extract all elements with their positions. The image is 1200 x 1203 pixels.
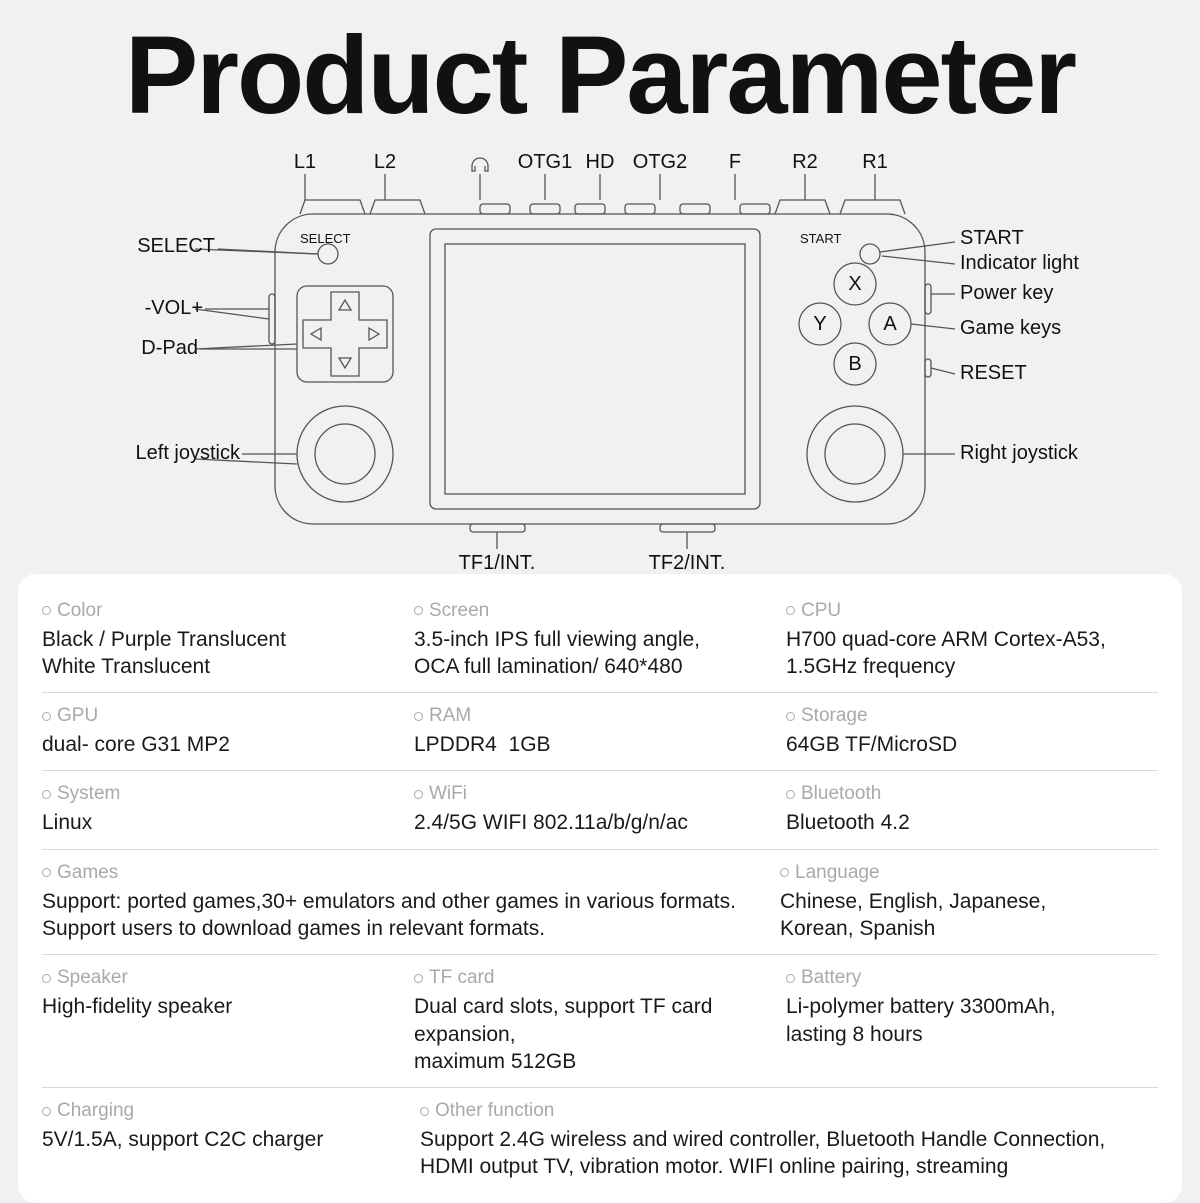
spec-value: Linux (42, 809, 396, 836)
spec-label: Bluetooth (786, 783, 1140, 805)
spec-cell: Screen 3.5-inch IPS full viewing angle,OC… (414, 600, 786, 681)
spec-cell: Speaker High-fidelity speaker (42, 967, 414, 1075)
svg-text:A: A (883, 313, 897, 335)
spec-cell: Games Support: ported games,30+ emulators… (42, 862, 780, 943)
svg-text:OTG1: OTG1 (518, 151, 572, 173)
svg-text:Left joystick: Left joystick (136, 442, 241, 464)
svg-text:SELECT: SELECT (137, 235, 215, 257)
spec-value: H700 quad-core ARM Cortex-A53,1.5GHz fre… (786, 626, 1140, 681)
spec-cell: TF card Dual card slots, support TF card … (414, 967, 786, 1075)
spec-row: GPU dual- core G31 MP2 RAM LPDDR4 1GB Storag… (42, 693, 1158, 771)
spec-value: 5V/1.5A, support C2C charger (42, 1126, 402, 1153)
svg-text:B: B (848, 353, 861, 375)
spec-value: High-fidelity speaker (42, 993, 396, 1020)
spec-value: 2.4/5G WIFI 802.11a/b/g/n/ac (414, 809, 768, 836)
spec-cell: Storage 64GB TF/MicroSD (786, 705, 1158, 758)
svg-text:Power key: Power key (960, 282, 1053, 304)
spec-value: 3.5-inch IPS full viewing angle,OCA full… (414, 626, 768, 681)
svg-text:Game keys: Game keys (960, 317, 1061, 339)
spec-row: System Linux WiFi 2.4/5G WIFI 802.11a/b/g/n… (42, 771, 1158, 849)
spec-cell: Charging 5V/1.5A, support C2C charger (42, 1100, 420, 1181)
spec-label: Games (42, 862, 762, 884)
spec-row: Color Black / Purple TranslucentWhite Tra… (42, 588, 1158, 694)
spec-cell: CPU H700 quad-core ARM Cortex-A53,1.5GHz … (786, 600, 1158, 681)
spec-label: TF card (414, 967, 768, 989)
spec-cell: Battery Li-polymer battery 3300mAh,lastin… (786, 967, 1158, 1075)
svg-text:X: X (848, 273, 861, 295)
svg-text:L2: L2 (374, 151, 396, 173)
svg-text:F: F (729, 151, 741, 173)
page-title: Product Parameter (0, 0, 1200, 134)
spec-row: Games Support: ported games,30+ emulators… (42, 850, 1158, 956)
spec-cell: Other function Support 2.4G wireless and … (420, 1100, 1158, 1181)
spec-label: Color (42, 600, 396, 622)
spec-label: Storage (786, 705, 1140, 727)
svg-text:OTG2: OTG2 (633, 151, 687, 173)
svg-text:-VOL+: -VOL+ (145, 297, 203, 319)
svg-text:R1: R1 (862, 151, 888, 173)
svg-text:R2: R2 (792, 151, 818, 173)
spec-value: LPDDR4 1GB (414, 731, 768, 758)
spec-value: Dual card slots, support TF card expansi… (414, 993, 768, 1075)
spec-cell: System Linux (42, 783, 414, 836)
spec-label: RAM (414, 705, 768, 727)
svg-text:D-Pad: D-Pad (141, 337, 198, 359)
spec-cell: Language Chinese, English, Japanese,Korea… (780, 862, 1158, 943)
spec-label: Battery (786, 967, 1140, 989)
device-diagram: SELECT START XY AB L1 L2 OTG1 HD OTG2 F R2 R1 SELECT… (0, 134, 1200, 574)
svg-text:SELECT: SELECT (300, 231, 351, 246)
spec-value: Bluetooth 4.2 (786, 809, 1140, 836)
svg-text:RESET: RESET (960, 362, 1027, 384)
spec-label: System (42, 783, 396, 805)
spec-label: Other function (420, 1100, 1140, 1122)
spec-cell: GPU dual- core G31 MP2 (42, 705, 414, 758)
spec-value: Support: ported games,30+ emulators and … (42, 888, 762, 943)
svg-text:TF2/INT.: TF2/INT. (649, 552, 726, 574)
spec-label: Language (780, 862, 1140, 884)
spec-value: Li-polymer battery 3300mAh,lasting 8 hou… (786, 993, 1140, 1048)
spec-cell: WiFi 2.4/5G WIFI 802.11a/b/g/n/ac (414, 783, 786, 836)
svg-text:START: START (800, 231, 841, 246)
svg-text:START: START (960, 227, 1024, 249)
spec-value: 64GB TF/MicroSD (786, 731, 1140, 758)
spec-label: GPU (42, 705, 396, 727)
spec-value: dual- core G31 MP2 (42, 731, 396, 758)
spec-cell: RAM LPDDR4 1GB (414, 705, 786, 758)
svg-text:TF1/INT.: TF1/INT. (459, 552, 536, 574)
spec-cell: Bluetooth Bluetooth 4.2 (786, 783, 1158, 836)
spec-row: Speaker High-fidelity speaker TF card Dual … (42, 955, 1158, 1088)
spec-value: Support 2.4G wireless and wired controll… (420, 1126, 1140, 1181)
spec-row: Charging 5V/1.5A, support C2C charger Othe… (42, 1088, 1158, 1193)
spec-value: Black / Purple TranslucentWhite Transluc… (42, 626, 396, 681)
spec-label: Speaker (42, 967, 396, 989)
spec-label: Screen (414, 600, 768, 622)
svg-text:HD: HD (586, 151, 615, 173)
spec-label: Charging (42, 1100, 402, 1122)
specs-table: Color Black / Purple TranslucentWhite Tra… (18, 574, 1182, 1203)
svg-text:L1: L1 (294, 151, 316, 173)
spec-label: CPU (786, 600, 1140, 622)
spec-label: WiFi (414, 783, 768, 805)
svg-text:Indicator light: Indicator light (960, 252, 1079, 274)
svg-text:Y: Y (813, 313, 826, 335)
svg-text:Right joystick: Right joystick (960, 442, 1079, 464)
spec-value: Chinese, English, Japanese,Korean, Spani… (780, 888, 1140, 943)
spec-cell: Color Black / Purple TranslucentWhite Tra… (42, 600, 414, 681)
